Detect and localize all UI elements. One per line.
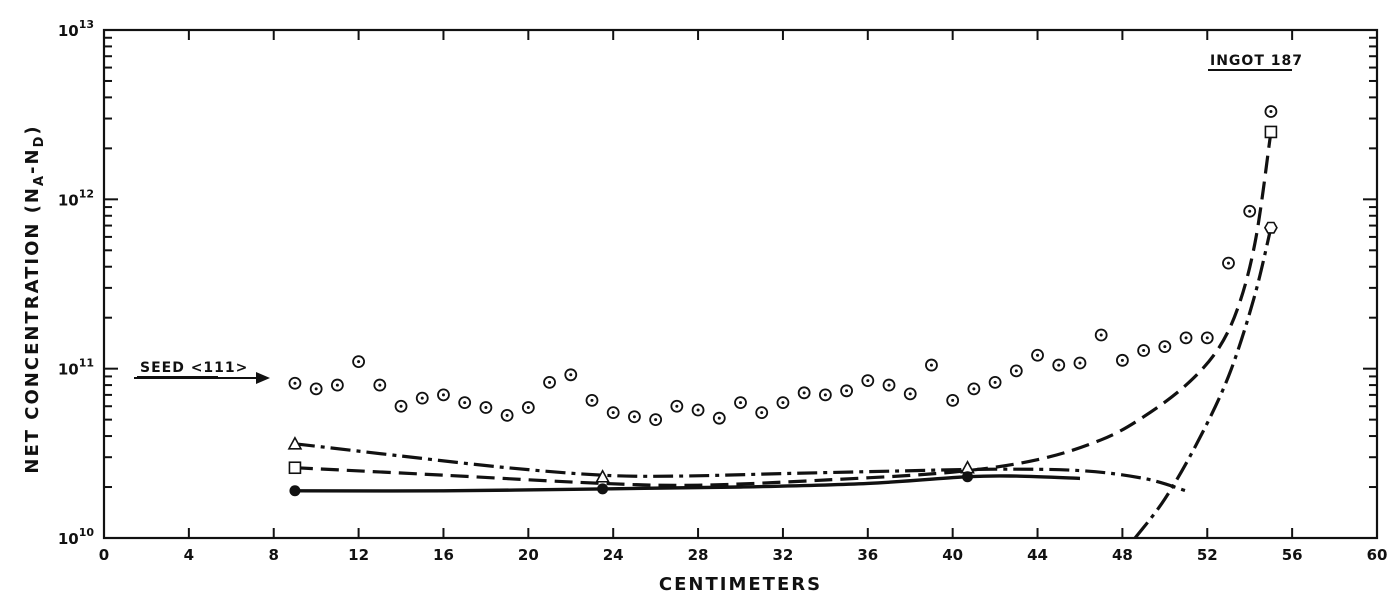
series-1-point	[960, 460, 975, 474]
x-tick-label: 32	[772, 546, 793, 564]
series-0-point-dot	[993, 380, 997, 384]
x-tick-label: 28	[688, 546, 709, 564]
series-0-point-dot	[505, 413, 509, 417]
series-0-point-dot	[1099, 333, 1103, 337]
plot-frame	[102, 28, 1379, 540]
x-tick-label: 52	[1197, 546, 1218, 564]
series-0-point-dot	[1248, 209, 1252, 213]
series-0-point-dot	[1205, 336, 1209, 340]
series-0-point-dot	[696, 408, 700, 412]
series-0-point-dot	[1142, 349, 1146, 353]
y-tick-label: 1011	[58, 357, 94, 379]
x-tick-label: 44	[1027, 546, 1048, 564]
series-0-point-dot	[739, 401, 742, 405]
series-3-point	[289, 485, 301, 497]
series-0-point-dot	[654, 418, 658, 422]
seed-label: SEED <111>	[140, 360, 248, 376]
series-0-point-dot	[760, 411, 764, 415]
series-0-point-dot	[548, 380, 552, 384]
series-3-point	[597, 483, 609, 495]
seed-arrowhead	[256, 372, 270, 384]
series-2-point	[1264, 125, 1278, 139]
series-0-point-dot	[951, 398, 955, 402]
series-0-point-dot	[717, 416, 721, 420]
series-0-point-dot	[1078, 361, 1082, 365]
series-0-point-dot	[1057, 363, 1061, 367]
series-0-point-dot	[1163, 345, 1167, 349]
series-0-point-dot	[1120, 358, 1124, 362]
x-tick-label: 4	[184, 546, 194, 564]
series-2-curve	[294, 131, 1273, 488]
x-axis-label: CENTIMETERS	[659, 574, 822, 595]
series-0-point-dot	[1036, 353, 1040, 357]
series-0-point-dot	[526, 405, 530, 409]
series-0-point-dot	[802, 391, 806, 395]
series-1-curve	[294, 442, 1187, 493]
series-1-point	[595, 469, 610, 483]
series-0-point-dot	[399, 404, 403, 408]
series-0-point-dot	[314, 387, 318, 391]
x-tick-label: 36	[857, 546, 878, 564]
series-3-point	[962, 471, 974, 483]
series-0-point-dot	[887, 383, 891, 387]
series-0-point-dot	[1014, 369, 1018, 373]
series-0-point-dot	[823, 393, 827, 397]
y-axis-label: NET CONCENTRATION (NA-ND)	[22, 124, 47, 473]
series-0-point-dot	[441, 393, 445, 397]
series-4-point	[1263, 221, 1278, 234]
x-tick-label: 16	[433, 546, 454, 564]
series-0-point-dot	[1269, 110, 1273, 114]
series-0-point-dot	[972, 387, 976, 391]
series-0-point-dot	[420, 396, 424, 400]
series-0-point-dot	[866, 379, 870, 383]
y-tick-label: 1013	[58, 18, 94, 40]
series-3-curve	[294, 474, 1081, 493]
series-0-point-dot	[463, 401, 467, 405]
series-0-point-dot	[569, 373, 573, 377]
x-tick-label: 0	[99, 546, 109, 564]
series-0-point-dot	[484, 405, 488, 409]
series-1-point	[287, 436, 303, 450]
y-tick-label: 1012	[58, 187, 94, 209]
series-0-point-dot	[675, 404, 679, 408]
x-tick-label: 12	[348, 546, 369, 564]
series-0-point-dot	[611, 411, 615, 415]
series-0-point-dot	[590, 398, 594, 402]
series-0-point-dot	[908, 392, 912, 396]
x-tick-label: 48	[1112, 546, 1133, 564]
y-tick-label: 1010	[58, 526, 95, 548]
series-2-point	[288, 461, 302, 475]
series-0-point-dot	[1184, 336, 1188, 340]
series-0-point-dot	[845, 389, 849, 393]
x-tick-label: 24	[603, 546, 624, 564]
series-0-point-dot	[1226, 261, 1230, 265]
series-0-point-dot	[335, 383, 339, 387]
series-0-point-dot	[378, 383, 382, 387]
x-tick-label: 56	[1282, 546, 1303, 564]
x-tick-label: 40	[942, 546, 963, 564]
ingot-label: INGOT 187	[1210, 53, 1303, 69]
x-tick-label: 8	[269, 546, 279, 564]
x-tick-label: 20	[518, 546, 539, 564]
series-4-curve	[1133, 227, 1273, 539]
series-0-point-dot	[781, 401, 785, 405]
series-0-point-dot	[632, 415, 636, 419]
series-0-point-dot	[293, 381, 297, 385]
series-0-point-dot	[357, 360, 361, 364]
x-tick-label: 60	[1367, 546, 1388, 564]
series-0-point-dot	[929, 363, 933, 367]
